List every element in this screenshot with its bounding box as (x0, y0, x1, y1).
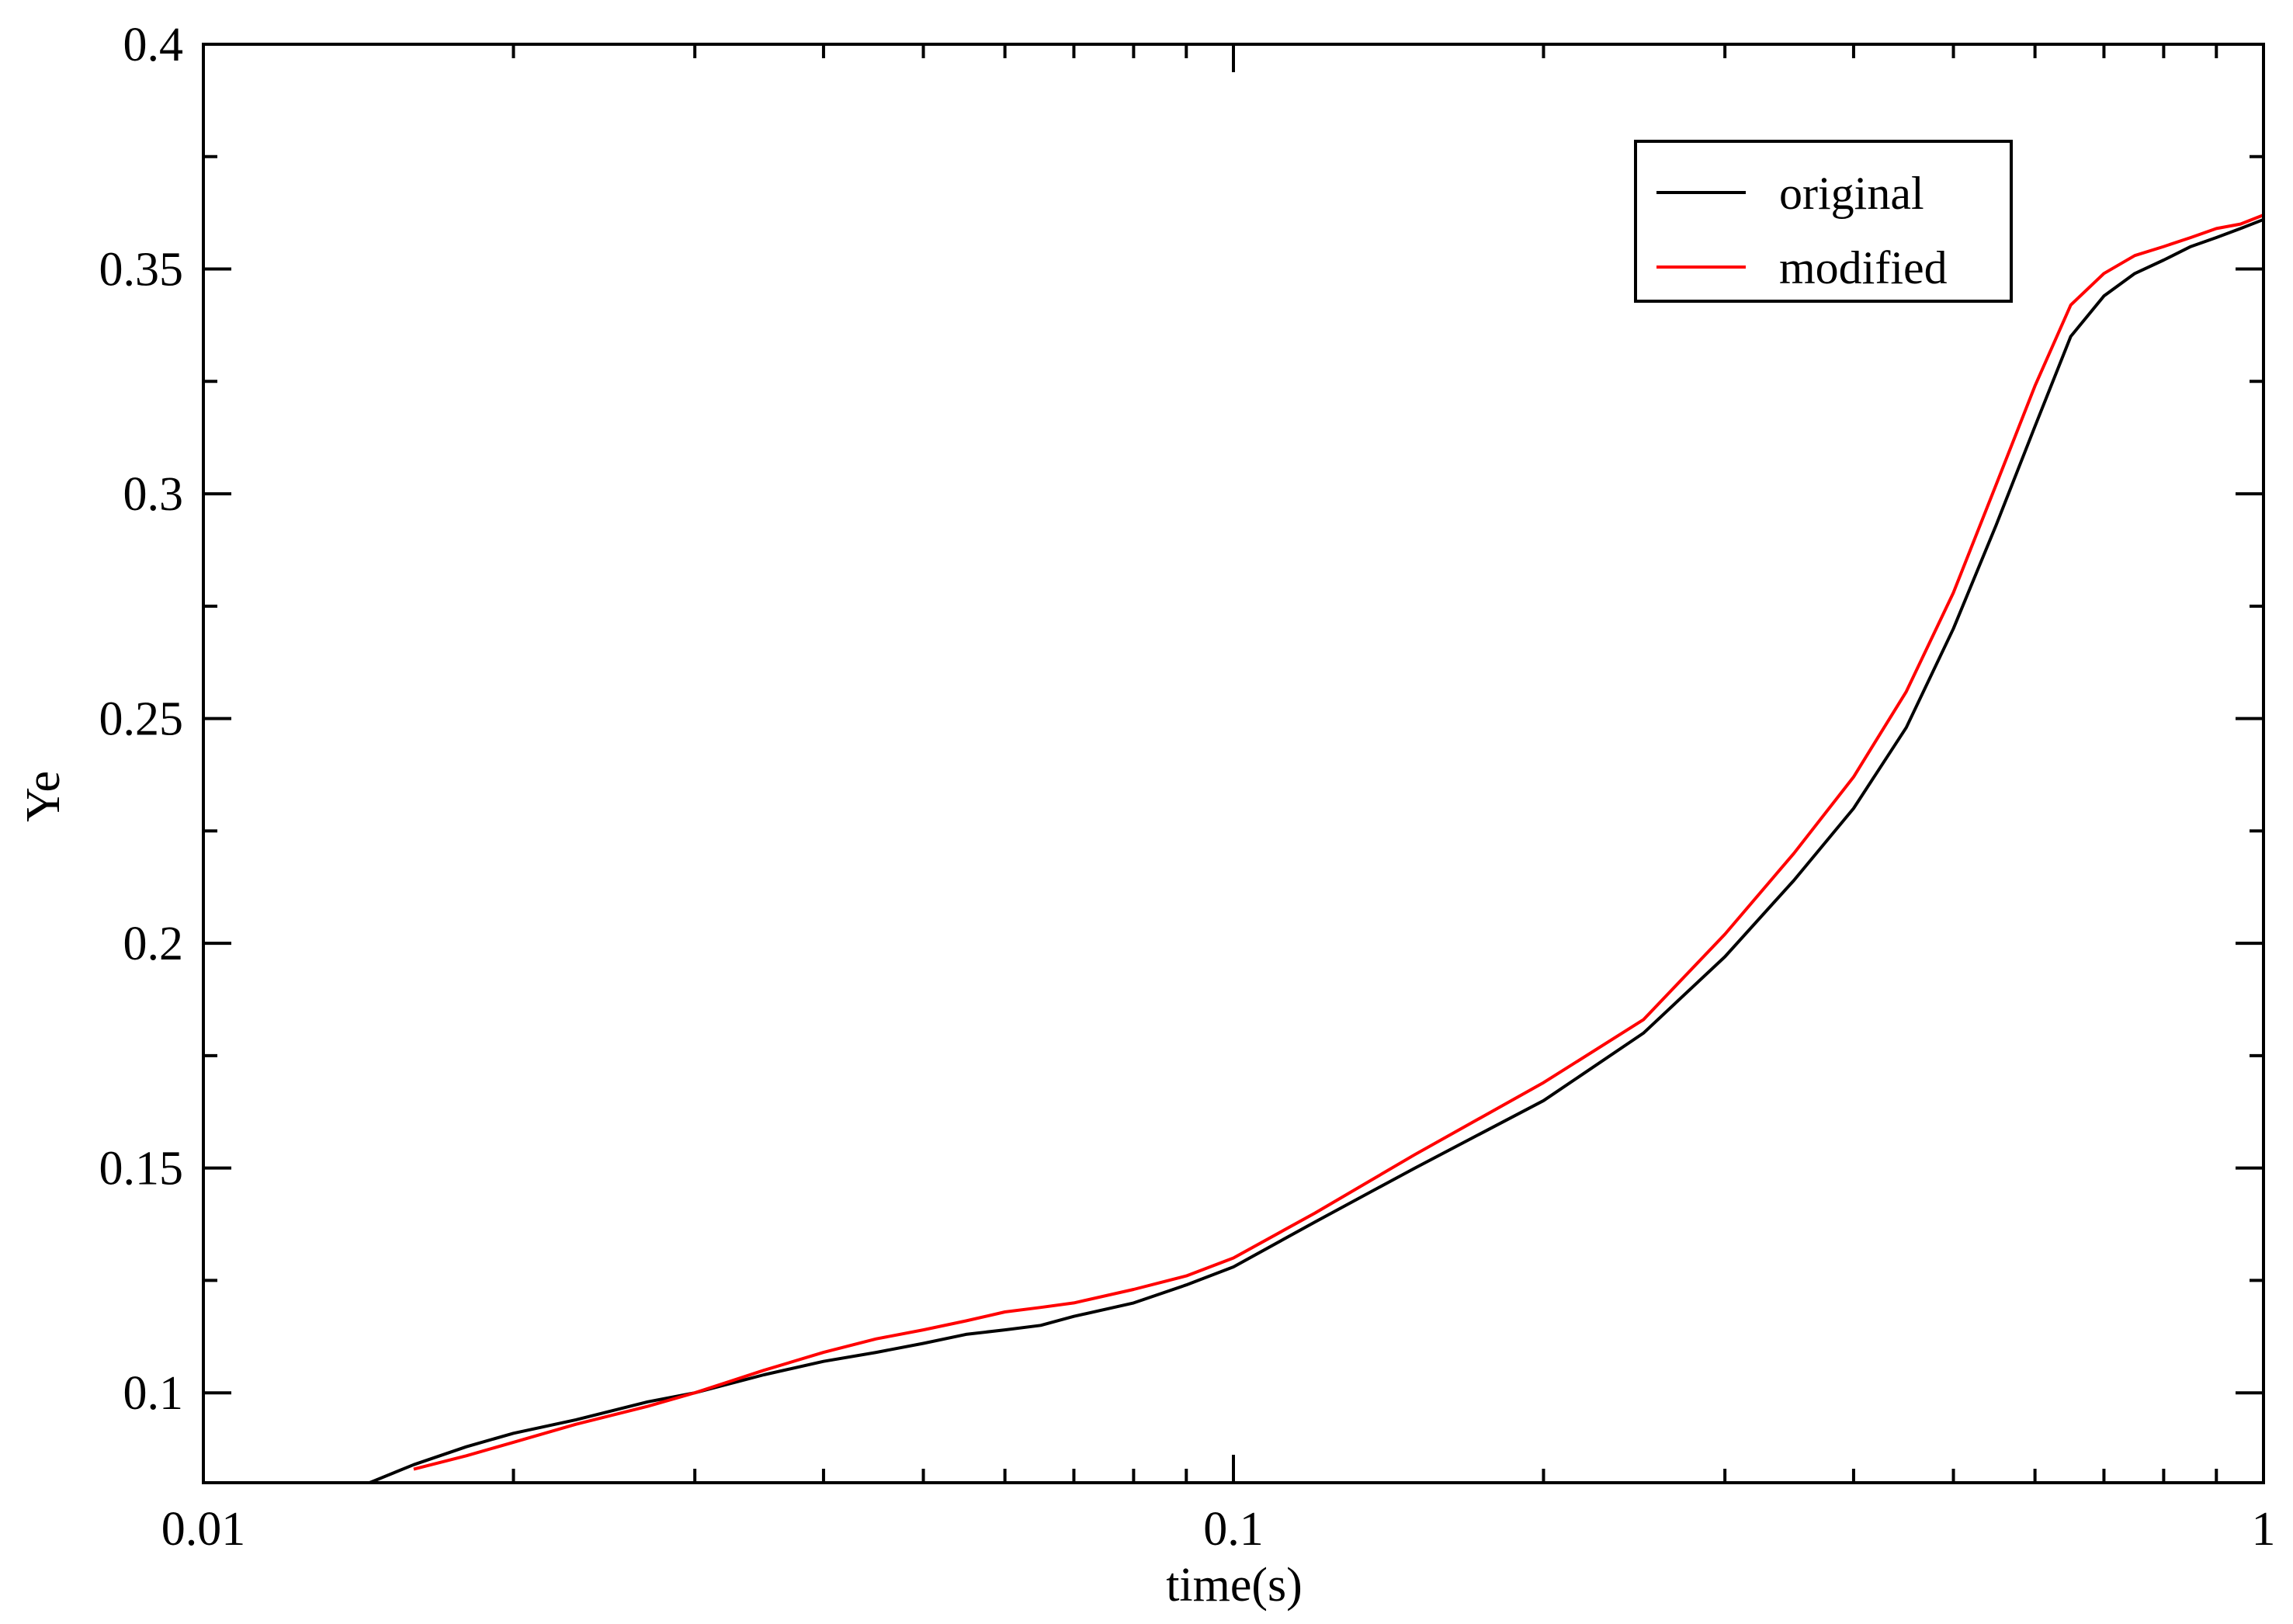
y-tick-label: 0.1 (123, 1367, 184, 1420)
x-tick-label: 0.1 (1203, 1503, 1264, 1556)
y-tick-label: 0.15 (99, 1143, 184, 1195)
legend-box (1634, 140, 2013, 303)
x-tick-label: 0.01 (161, 1503, 246, 1556)
ticks-layer (202, 43, 2265, 1483)
y-tick-label: 0.4 (123, 19, 184, 71)
x-axis-label: time(s) (1166, 1559, 1303, 1612)
legend-label-original: original (1779, 168, 1924, 219)
labels-layer: 0.01 0.1 1 0.1 0.15 0.2 0.25 0.3 0.35 0.4 (99, 19, 2276, 1556)
legend: original modified (1634, 140, 2013, 303)
y-tick-label: 0.35 (99, 244, 184, 297)
y-tick-label: 0.25 (99, 693, 184, 746)
series-line-modified (413, 213, 2264, 1471)
y-tick-label: 0.3 (123, 468, 184, 521)
x-tick-label: 1 (2252, 1503, 2276, 1556)
legend-label-modified: modified (1779, 242, 1948, 293)
series-line-original (369, 217, 2264, 1484)
y-axis-label: Ye (17, 771, 70, 822)
series-layer (369, 213, 2264, 1484)
y-tick-label: 0.2 (123, 918, 184, 970)
